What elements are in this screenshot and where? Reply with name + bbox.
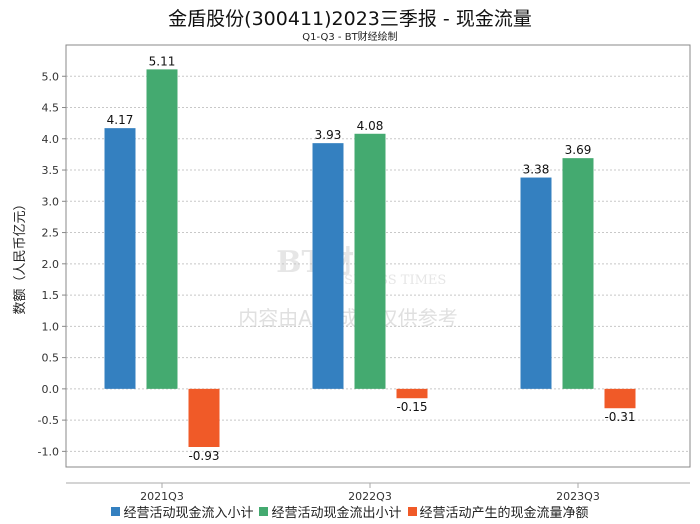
data-label: 4.17 <box>107 113 134 127</box>
y-tick-label: 4.0 <box>42 133 60 146</box>
y-tick-label: 3.5 <box>42 164 60 177</box>
bar <box>562 158 594 389</box>
x-tick-label: 2022Q3 <box>348 490 392 503</box>
y-tick-label: 0.0 <box>42 383 60 396</box>
chart-title: 金盾股份(300411)2023三季报 - 现金流量 <box>168 8 532 30</box>
y-tick-label: -0.5 <box>38 414 59 427</box>
data-label: 4.08 <box>357 119 384 133</box>
y-tick-label: 1.5 <box>42 289 60 302</box>
bar <box>520 177 552 389</box>
bar <box>146 69 178 389</box>
bar <box>104 128 136 389</box>
y-tick-label: 2.0 <box>42 258 60 271</box>
y-tick-label: -1.0 <box>38 445 59 458</box>
legend-swatch <box>407 507 417 516</box>
y-tick-label: 3.0 <box>42 195 60 208</box>
bar <box>396 388 428 399</box>
x-tick-label: 2023Q3 <box>556 490 600 503</box>
y-tick-label: 1.0 <box>42 320 60 333</box>
chart-subtitle: Q1-Q3 - BT财经绘制 <box>302 32 398 43</box>
data-label: 5.11 <box>149 54 176 68</box>
legend-item[interactable]: 经营活动产生的现金流量净额 <box>407 502 589 521</box>
y-tick-label: 4.5 <box>42 102 60 115</box>
y-axis-label: 数额（人民币亿元） <box>13 197 28 314</box>
data-label: -0.15 <box>396 400 427 414</box>
plot-frame <box>65 44 691 468</box>
legend-item[interactable]: 经营活动现金流出小计 <box>259 502 402 521</box>
data-label: -0.31 <box>604 410 635 424</box>
legend-label: 经营活动产生的现金流量净额 <box>419 506 589 521</box>
legend-label: 经营活动现金流入小计 <box>123 506 254 521</box>
y-tick-label: 5.0 <box>42 70 60 83</box>
y-tick-label: 2.5 <box>42 227 60 240</box>
legend-swatch <box>259 507 269 516</box>
bar <box>604 388 636 409</box>
legend-label: 经营活动现金流出小计 <box>271 506 402 521</box>
bar <box>354 133 386 389</box>
y-tick-label: 0.5 <box>42 352 60 365</box>
legend-item[interactable]: 经营活动现金流入小计 <box>111 502 253 521</box>
bar <box>312 143 344 389</box>
legend-swatch <box>111 507 121 516</box>
bar <box>188 388 220 447</box>
data-label: 3.93 <box>315 128 342 142</box>
x-tick-label: 2021Q3 <box>140 490 184 503</box>
data-label: 3.69 <box>565 143 592 157</box>
data-label: -0.93 <box>188 449 219 463</box>
data-label: 3.38 <box>523 163 550 177</box>
legend: 经营活动现金流入小计 经营活动现金流出小计 经营活动产生的现金流量净额 <box>0 502 700 521</box>
